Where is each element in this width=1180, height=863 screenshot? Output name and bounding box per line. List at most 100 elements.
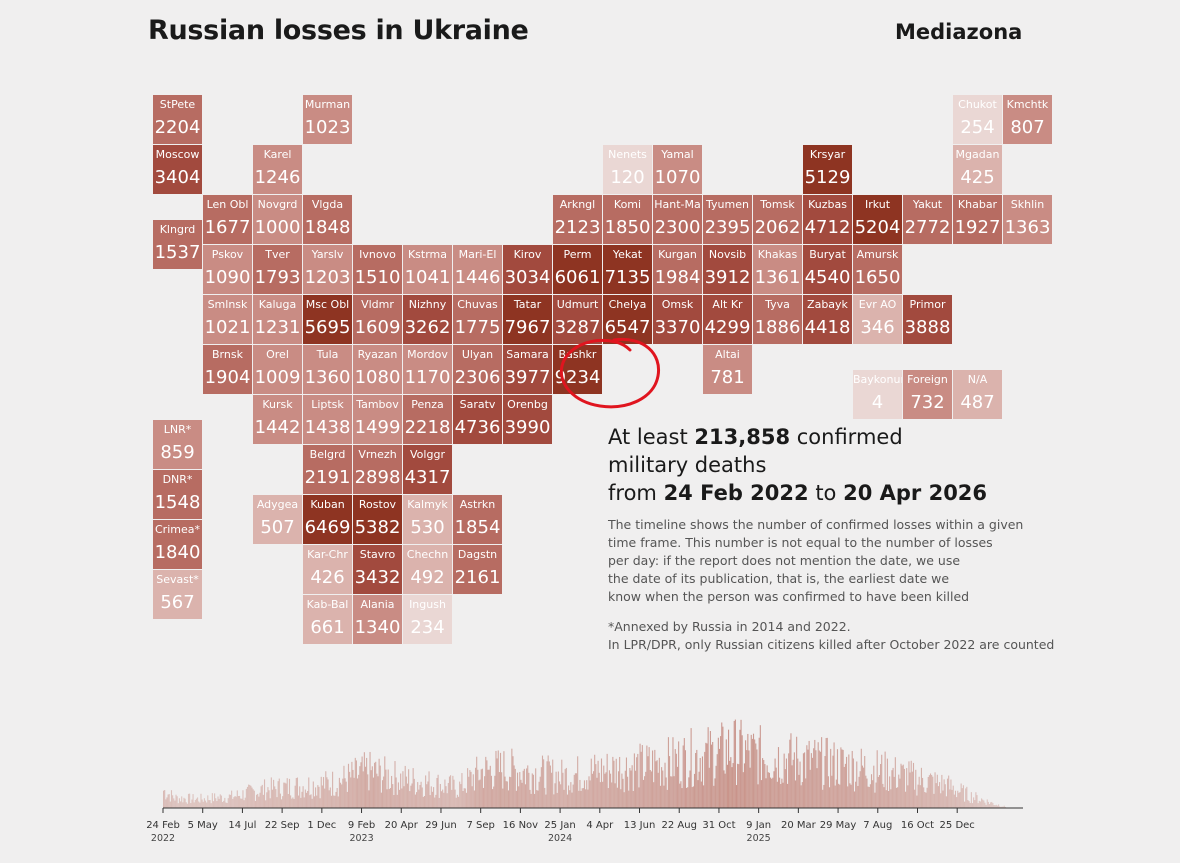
- timeline-bar: [418, 789, 420, 808]
- region-tile[interactable]: Arkngl 2123: [553, 195, 602, 244]
- region-tile[interactable]: Kmchtk 807: [1003, 95, 1052, 144]
- region-tile[interactable]: Chechn 492: [403, 545, 452, 594]
- region-tile[interactable]: Kstrma 1041: [403, 245, 452, 294]
- region-tile[interactable]: StPete 2204: [153, 95, 202, 144]
- region-tile[interactable]: Kuban 6469: [303, 495, 352, 544]
- region-tile[interactable]: Moscow 3404: [153, 145, 202, 194]
- region-tile[interactable]: Skhlin 1363: [1003, 195, 1052, 244]
- region-tile[interactable]: Kursk 1442: [253, 395, 302, 444]
- region-tile[interactable]: Vldmr 1609: [353, 295, 402, 344]
- region-tile[interactable]: LNR* 859: [153, 420, 202, 469]
- region-tile[interactable]: Chuvas 1775: [453, 295, 502, 344]
- region-tile[interactable]: Kaluga 1231: [253, 295, 302, 344]
- region-tile[interactable]: Foreign 732: [903, 370, 952, 419]
- region-tile[interactable]: Nenets 120: [603, 145, 652, 194]
- region-tile[interactable]: Udmurt 3287: [553, 295, 602, 344]
- region-tile[interactable]: Len Obl 1677: [203, 195, 252, 244]
- region-tile[interactable]: Primor 3888: [903, 295, 952, 344]
- region-tile[interactable]: Tver 1793: [253, 245, 302, 294]
- region-tile[interactable]: Tula 1360: [303, 345, 352, 394]
- region-tile[interactable]: Penza 2218: [403, 395, 452, 444]
- timeline-bar: [362, 771, 364, 808]
- region-tile[interactable]: Khakas 1361: [753, 245, 802, 294]
- region-tile[interactable]: Perm 6061: [553, 245, 602, 294]
- region-tile[interactable]: Yekat 7135: [603, 245, 652, 294]
- region-tile[interactable]: Hant-Ma 2300: [653, 195, 702, 244]
- region-tile[interactable]: Stavro 3432: [353, 545, 402, 594]
- region-tile[interactable]: Evr AO 346: [853, 295, 902, 344]
- region-tile[interactable]: Samara 3977: [503, 345, 552, 394]
- region-tile[interactable]: Ivnovo 1510: [353, 245, 402, 294]
- region-tile[interactable]: Amursk 1650: [853, 245, 902, 294]
- region-tile[interactable]: Baykonur 4: [853, 370, 902, 419]
- region-tile[interactable]: Kalmyk 530: [403, 495, 452, 544]
- region-tile[interactable]: Tyumen 2395: [703, 195, 752, 244]
- region-tile[interactable]: Mordov 1170: [403, 345, 452, 394]
- region-tile[interactable]: Adygea 507: [253, 495, 302, 544]
- brand-logo[interactable]: Mediazona: [895, 20, 1023, 44]
- region-tile[interactable]: Liptsk 1438: [303, 395, 352, 444]
- region-tile[interactable]: Zabayk 4418: [803, 295, 852, 344]
- region-tile[interactable]: Saratv 4736: [453, 395, 502, 444]
- region-value: 3404: [154, 167, 201, 188]
- region-tile[interactable]: Alt Kr 4299: [703, 295, 752, 344]
- timeline-bar: [754, 739, 756, 808]
- region-tile[interactable]: Chukot 254: [953, 95, 1002, 144]
- region-tile[interactable]: Kuzbas 4712: [803, 195, 852, 244]
- region-tile[interactable]: Komi 1850: [603, 195, 652, 244]
- region-tile[interactable]: N/A 487: [953, 370, 1002, 419]
- region-tile[interactable]: Nizhny 3262: [403, 295, 452, 344]
- region-tile[interactable]: Rostov 5382: [353, 495, 402, 544]
- region-tile[interactable]: Omsk 3370: [653, 295, 702, 344]
- timeline-bar: [468, 776, 470, 808]
- region-tile[interactable]: Msc Obl 5695: [303, 295, 352, 344]
- region-tile[interactable]: DNR* 1548: [153, 470, 202, 519]
- region-tile[interactable]: Vlgda 1848: [303, 195, 352, 244]
- region-tile[interactable]: Dagstn 2161: [453, 545, 502, 594]
- region-tile[interactable]: Khabar 1927: [953, 195, 1002, 244]
- region-tile[interactable]: Vrnezh 2898: [353, 445, 402, 494]
- region-tile[interactable]: Brnsk 1904: [203, 345, 252, 394]
- region-tile[interactable]: Kab-Bal 661: [303, 595, 352, 644]
- region-tile[interactable]: Ingush 234: [403, 595, 452, 644]
- region-tile[interactable]: Yamal 1070: [653, 145, 702, 194]
- region-tile[interactable]: Novgrd 1000: [253, 195, 302, 244]
- region-tile[interactable]: Sevast* 567: [153, 570, 202, 619]
- region-tile[interactable]: Buryat 4540: [803, 245, 852, 294]
- region-tile[interactable]: Mgadan 425: [953, 145, 1002, 194]
- region-tile[interactable]: Crimea* 1840: [153, 520, 202, 569]
- region-tile[interactable]: Alania 1340: [353, 595, 402, 644]
- region-tile[interactable]: Mari-El 1446: [453, 245, 502, 294]
- region-tile[interactable]: Altai 781: [703, 345, 752, 394]
- region-tile[interactable]: Smlnsk 1021: [203, 295, 252, 344]
- region-tile[interactable]: Belgrd 2191: [303, 445, 352, 494]
- region-tile[interactable]: Yakut 2772: [903, 195, 952, 244]
- region-tile[interactable]: Pskov 1090: [203, 245, 252, 294]
- region-tile[interactable]: Tatar 7967: [503, 295, 552, 344]
- region-name: Ryazan: [357, 348, 398, 361]
- region-tile[interactable]: Ryazan 1080: [353, 345, 402, 394]
- region-tile[interactable]: Novsib 3912: [703, 245, 752, 294]
- region-tile[interactable]: Klngrd 1537: [153, 220, 202, 269]
- region-tile[interactable]: Bashkr 9234: [553, 345, 602, 394]
- region-tile[interactable]: Karel 1246: [253, 145, 302, 194]
- region-tile[interactable]: Ulyan 2306: [453, 345, 502, 394]
- region-tile[interactable]: Chelya 6547: [603, 295, 652, 344]
- timeline-bar: [459, 781, 461, 808]
- region-tile[interactable]: Kirov 3034: [503, 245, 552, 294]
- region-tile[interactable]: Krsyar 5129: [803, 145, 852, 194]
- region-tile[interactable]: Yarslv 1203: [303, 245, 352, 294]
- timeline-bar: [814, 739, 816, 808]
- region-tile[interactable]: Orel 1009: [253, 345, 302, 394]
- region-tile[interactable]: Murman 1023: [303, 95, 352, 144]
- region-tile[interactable]: Volggr 4317: [403, 445, 452, 494]
- region-tile[interactable]: Tomsk 2062: [753, 195, 802, 244]
- region-tile[interactable]: Irkut 5204: [853, 195, 902, 244]
- region-tile[interactable]: Kurgan 1984: [653, 245, 702, 294]
- region-tile[interactable]: Kar-Chr 426: [303, 545, 352, 594]
- region-tile[interactable]: Orenbg 3990: [503, 395, 552, 444]
- region-tile[interactable]: Tambov 1499: [353, 395, 402, 444]
- timeline-bar: [335, 791, 337, 808]
- region-tile[interactable]: Astrkn 1854: [453, 495, 502, 544]
- region-tile[interactable]: Tyva 1886: [753, 295, 802, 344]
